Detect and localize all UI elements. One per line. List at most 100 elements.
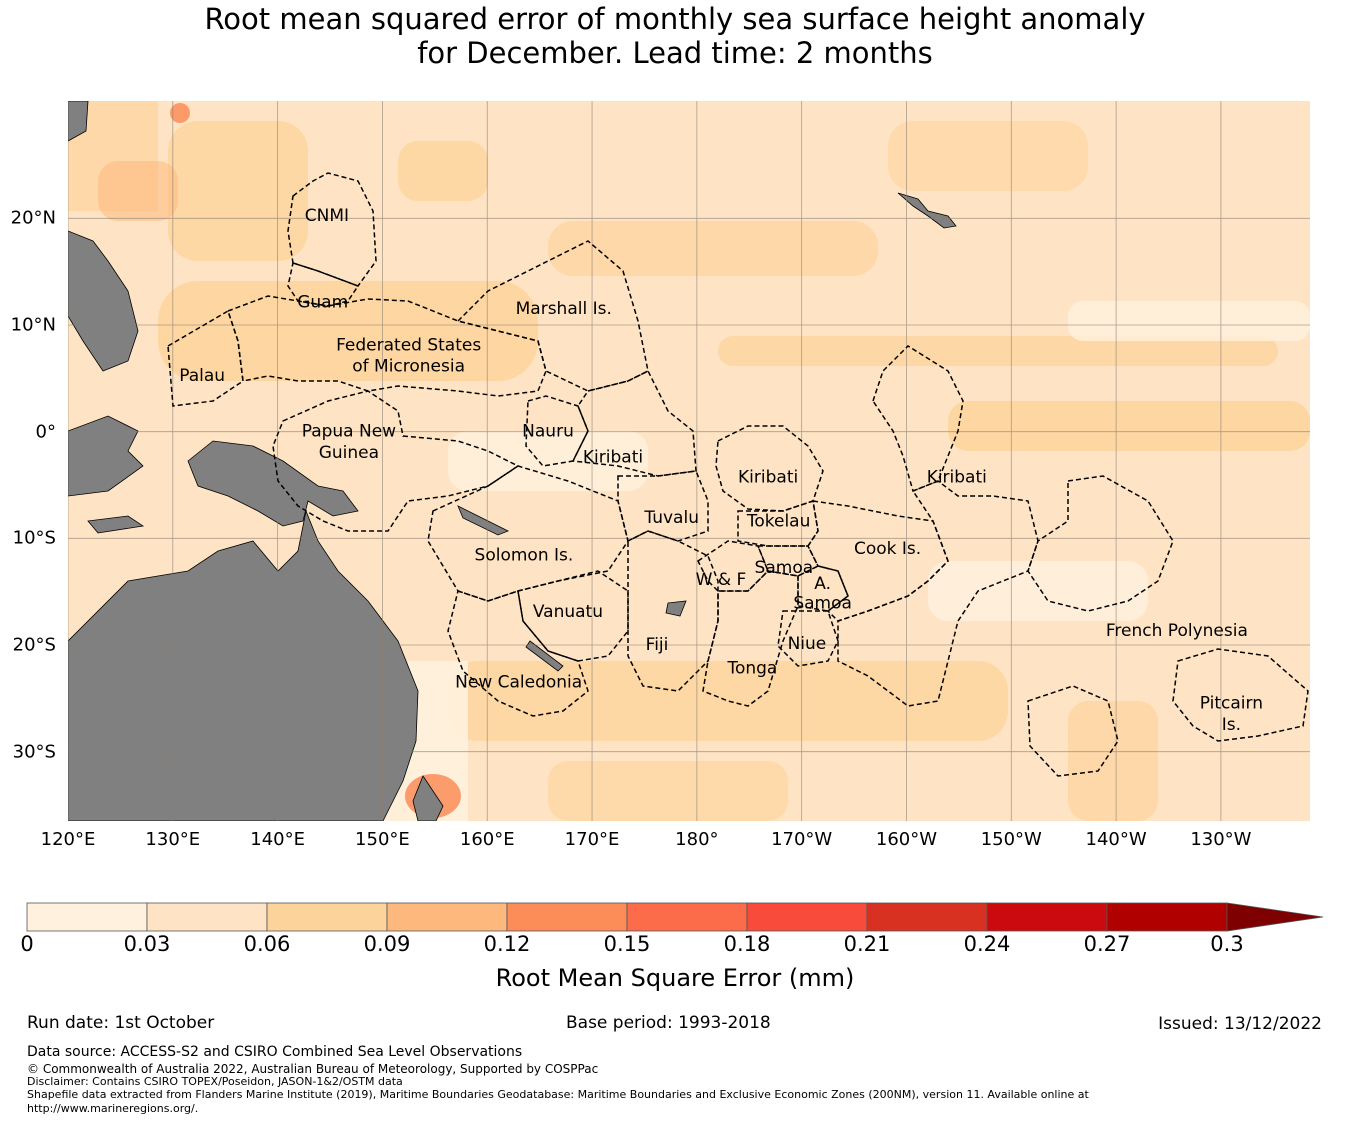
region-label: W & F [696, 570, 747, 590]
colorbar-tick-label: 0.09 [363, 932, 411, 956]
colorbar-segment [266, 902, 388, 932]
shapefile-credit: Shapefile data extracted from Flanders M… [27, 1088, 1089, 1101]
longitude-label: 160°W [875, 829, 938, 850]
land [68, 101, 957, 821]
colorbar-segment [986, 902, 1108, 932]
region-label: Solomon Is. [475, 545, 574, 565]
region-label: Tuvalu [643, 508, 699, 528]
longitude-label: 170°W [771, 829, 833, 850]
eez-palau [167, 309, 244, 407]
region-label: Vanuatu [533, 602, 603, 622]
region-label: Niue [788, 634, 827, 654]
eez-tuvalu [617, 470, 709, 543]
new-guinea [187, 440, 359, 527]
region-label: Kiribati [927, 468, 987, 488]
colorbar-tick-label: 0.03 [123, 932, 171, 956]
latitude-label: 10°N [10, 314, 56, 336]
colorbar-segment [386, 902, 508, 932]
colorbar-segment [626, 902, 748, 932]
hawaii [897, 192, 957, 229]
colorbar-segment [866, 902, 988, 932]
colorbar-segment [146, 902, 268, 932]
region-label: Fiji [646, 635, 669, 655]
region-label: CNMI [305, 206, 349, 226]
region-label: Palau [179, 366, 225, 386]
borneo-sulawesi [68, 415, 144, 497]
copyright: © Commonwealth of Australia 2022, Austra… [27, 1062, 599, 1076]
region-label: Tokelau [746, 511, 811, 531]
title-line-2: for December. Lead time: 2 months [417, 36, 933, 70]
region-label: Guam [297, 293, 348, 313]
shapefile-url: http://www.marineregions.org/. [27, 1102, 199, 1115]
graticule [68, 101, 1310, 821]
colorbar [26, 902, 1324, 932]
colorbar-tick-label: 0.21 [843, 932, 891, 956]
longitude-label: 150°W [980, 829, 1042, 850]
timor-islands [87, 515, 145, 534]
eez-french-polynesia-east [1027, 475, 1174, 612]
longitude-label: 120°E [40, 829, 96, 850]
colorbar-segment [26, 902, 148, 932]
eez-new-caledonia [447, 590, 589, 717]
colorbar-segment [1106, 902, 1228, 932]
region-label: Is. [1222, 715, 1241, 735]
region-label: Kiribati [583, 447, 643, 467]
latitude-label: 0° [35, 421, 56, 443]
eez-boundaries [167, 172, 1309, 777]
region-label: of Micronesia [352, 357, 465, 377]
eez-pitcairn-west [1027, 685, 1119, 777]
longitude-label: 140°W [1085, 829, 1147, 850]
region-label: New Caledonia [455, 672, 582, 692]
latitude-label: 30°S [12, 741, 56, 763]
australia [68, 509, 419, 821]
fiji [665, 600, 687, 617]
title-line-1: Root mean squared error of monthly sea s… [204, 2, 1146, 36]
colorbar-segment [746, 902, 868, 932]
run-date: Run date: 1st October [27, 1013, 215, 1033]
taiwan-east-asia [68, 101, 89, 142]
eez-png [272, 390, 520, 532]
colorbar-tick-label: 0.27 [1083, 932, 1131, 956]
eez-nauru [525, 395, 589, 467]
longitude-label: 130°W [1190, 829, 1252, 850]
region-label: Pitcairn [1200, 694, 1263, 714]
latitude-label: 10°S [12, 527, 56, 549]
eez-pitcairn [1172, 648, 1309, 742]
eez-fsm [227, 295, 547, 397]
region-label: Tonga [726, 658, 777, 678]
region-label: Marshall Is. [516, 299, 612, 319]
longitude-label: 150°E [355, 829, 410, 850]
region-label: Samoa [793, 593, 852, 613]
longitude-label: 170°E [564, 829, 620, 850]
colorbar-tick-label: 0 [20, 932, 34, 956]
issued-date: Issued: 13/12/2022 [1158, 1014, 1322, 1034]
colorbar-segment [506, 902, 628, 932]
colorbar-tick-label: 0.15 [603, 932, 651, 956]
latitude-label: 20°N [10, 207, 56, 229]
base-period: Base period: 1993-2018 [566, 1013, 771, 1033]
colorbar-extend-arrow [1226, 902, 1324, 932]
eez-solomon [427, 465, 629, 602]
eez-cnmi [287, 172, 377, 287]
chart-title: Root mean squared error of monthly sea s… [0, 2, 1350, 70]
longitude-label: 160°E [459, 829, 515, 850]
data-source: Data source: ACCESS-S2 and CSIRO Combine… [27, 1044, 523, 1060]
colorbar-tick-label: 0.24 [963, 932, 1011, 956]
philippines [68, 230, 139, 372]
region-label: Kiribati [738, 468, 798, 488]
rmse-field [68, 101, 1310, 821]
colorbar-tick-label: 0.12 [483, 932, 531, 956]
colorbar-title: Root Mean Square Error (mm) [495, 964, 855, 992]
nz-north [412, 775, 444, 821]
eez-kiribati-gilbert [571, 369, 697, 477]
eez-french-polynesia [837, 480, 1039, 707]
eez-marshall [456, 240, 649, 392]
colorbar-tick-label: 0.18 [723, 932, 771, 956]
disclaimer: Disclaimer: Contains CSIRO TOPEX/Poseido… [27, 1075, 403, 1088]
region-label: Federated States [336, 335, 481, 355]
region-label: Samoa [755, 558, 814, 578]
solomon-islands [457, 505, 509, 536]
longitude-label: 140°E [250, 829, 305, 850]
